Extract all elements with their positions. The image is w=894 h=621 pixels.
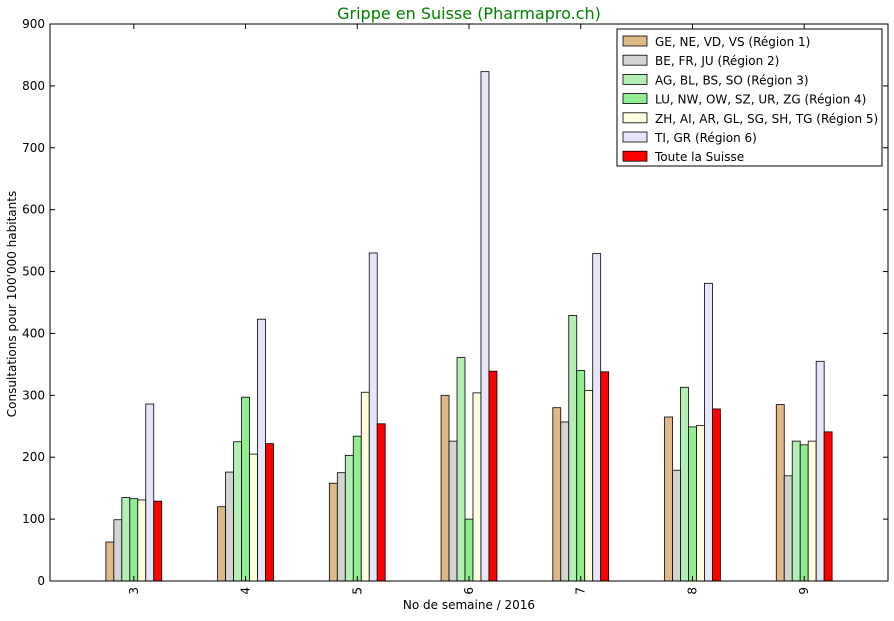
- bar-series-2-week-8: [672, 469, 681, 582]
- bar-series-5-week-7: [584, 389, 594, 582]
- legend-label-series-2: BE, FR, JU (Région 2): [655, 54, 779, 68]
- bar-series-4-week-9: [799, 444, 809, 582]
- bar-series-1-week-8: [664, 416, 673, 582]
- bar-series-5-week-5: [360, 391, 370, 582]
- y-tick-label: 900: [22, 17, 45, 31]
- legend-label-series-3: AG, BL, BS, SO (Région 3): [655, 73, 809, 87]
- legend-swatch-series-6: [622, 131, 648, 143]
- x-tick-label: 5: [350, 587, 364, 595]
- plot-frame: [49, 23, 889, 582]
- bar-series-3-week-9: [791, 440, 801, 582]
- bar-series-7-week-8: [712, 408, 721, 582]
- legend-label-series-7: Toute la Suisse: [654, 150, 744, 164]
- x-tick-label: 6: [462, 587, 476, 595]
- y-tick-label: 300: [22, 388, 45, 402]
- bar-series-2-week-9: [783, 475, 793, 582]
- y-axis-label: Consultations pour 100'000 habitants: [5, 191, 19, 417]
- bar-series-2-week-7: [560, 421, 570, 582]
- bar-series-7-week-4: [265, 443, 274, 582]
- legend: GE, NE, VD, VS (Région 1) BE, FR, JU (Rég…: [616, 28, 883, 167]
- bar-series-4-week-7: [576, 370, 586, 582]
- bar-series-5-week-3: [137, 499, 147, 582]
- bar-series-4-week-3: [129, 498, 139, 582]
- bar-series-6-week-4: [257, 318, 266, 582]
- legend-label-series-5: ZH, AI, AR, GL, SG, SH, TG (Région 5): [655, 112, 878, 126]
- bar-series-6-week-3: [145, 403, 155, 582]
- bar-series-7-week-6: [488, 370, 498, 582]
- bar-series-2-week-3: [113, 519, 123, 582]
- x-tick-label: 8: [685, 587, 699, 595]
- bar-series-1-week-4: [217, 506, 226, 582]
- y-tick-label: 800: [22, 79, 45, 93]
- x-tick-label: 3: [127, 587, 141, 595]
- bar-series-4-week-4: [241, 396, 250, 582]
- bar-series-7-week-9: [823, 431, 833, 582]
- bar-series-1-week-7: [552, 407, 562, 582]
- bar-series-3-week-5: [344, 454, 354, 582]
- x-tick-label: 4: [239, 587, 253, 595]
- x-axis-label: No de semaine / 2016: [403, 598, 535, 612]
- bar-series-4-week-8: [688, 426, 697, 582]
- bar-series-5-week-6: [472, 392, 482, 582]
- y-tick-label: 200: [22, 450, 45, 464]
- bar-series-4-week-6: [464, 518, 474, 582]
- bar-series-6-week-7: [592, 253, 602, 582]
- bar-series-1-week-9: [775, 404, 785, 582]
- legend-swatch-series-2: [622, 54, 648, 66]
- legend-swatch-series-4: [622, 93, 648, 104]
- chart-title: Grippe en Suisse (Pharmapro.ch): [337, 4, 601, 23]
- bar-series-7-week-3: [153, 500, 163, 582]
- y-tick-label: 600: [22, 203, 45, 217]
- bar-series-2-week-6: [448, 440, 458, 582]
- x-tick-label: 7: [574, 587, 588, 595]
- legend-swatch-series-1: [622, 35, 648, 47]
- bar-series-7-week-7: [600, 371, 610, 582]
- y-tick-label: 400: [22, 326, 45, 340]
- bar-series-2-week-4: [225, 471, 234, 582]
- bar-series-5-week-8: [696, 425, 705, 582]
- bar-series-6-week-5: [368, 252, 378, 582]
- legend-swatch-series-7: [622, 150, 648, 162]
- y-tick-label: 0: [37, 574, 45, 588]
- legend-label-series-1: GE, NE, VD, VS (Région 1): [655, 35, 810, 49]
- bar-series-5-week-4: [249, 453, 258, 582]
- bar-series-6-week-8: [704, 282, 713, 582]
- y-tick-label: 100: [22, 512, 45, 526]
- bar-series-1-week-3: [105, 541, 115, 582]
- bar-series-3-week-8: [680, 386, 689, 582]
- y-tick-label: 500: [22, 265, 45, 279]
- bar-series-5-week-9: [807, 440, 817, 582]
- legend-swatch-series-5: [622, 112, 648, 124]
- bar-series-1-week-5: [328, 482, 338, 582]
- bar-series-3-week-3: [121, 497, 131, 582]
- bar-series-3-week-7: [568, 315, 578, 582]
- plot-area: 0 100 200 300 400 500 600 700 800 900 3 4 5 6 7 8 9: [22, 17, 889, 595]
- legend-label-series-4: LU, NW, OW, SZ, UR, ZG (Région 4): [655, 93, 866, 107]
- bar-series-4-week-5: [352, 435, 362, 582]
- x-tick-label: 9: [797, 587, 811, 595]
- bar-series-6-week-6: [480, 71, 490, 582]
- bar-series-2-week-5: [336, 472, 346, 582]
- legend-label-series-6: TI, GR (Région 6): [654, 131, 757, 145]
- y-tick-label: 700: [22, 141, 45, 155]
- bar-series-7-week-5: [376, 423, 386, 582]
- bar-series-6-week-9: [815, 360, 825, 582]
- bar-series-3-week-6: [456, 357, 466, 582]
- legend-swatch-series-3: [622, 74, 648, 85]
- bar-series-3-week-4: [233, 441, 242, 582]
- legend-box: [616, 28, 883, 167]
- bar-series-1-week-6: [440, 394, 450, 582]
